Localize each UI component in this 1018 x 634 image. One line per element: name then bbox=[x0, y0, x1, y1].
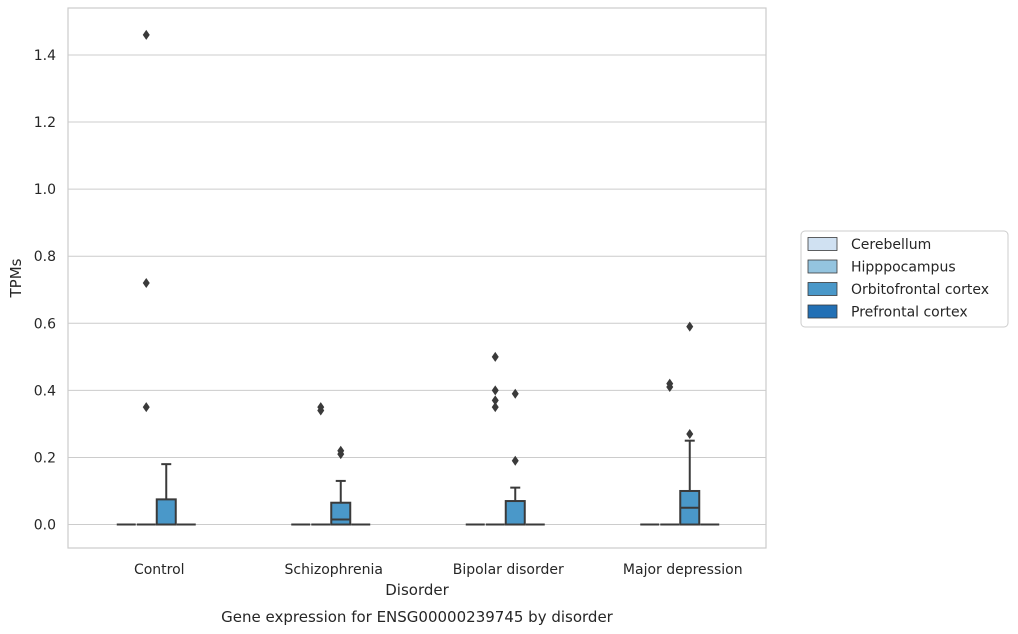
outlier-marker bbox=[491, 385, 499, 396]
x-tick-label: Control bbox=[134, 562, 185, 578]
legend-swatch bbox=[807, 282, 838, 296]
y-axis-label: TPMs bbox=[7, 258, 25, 298]
x-tick-labels: Control Schizophrenia Bipolar disorder Majo… bbox=[134, 562, 743, 578]
legend: Cerebellum Hipppocampus Orbitofrontal cort… bbox=[800, 230, 1009, 328]
outlier-marker bbox=[142, 29, 150, 40]
legend-frame bbox=[800, 230, 1009, 328]
y-tick-label: 0.8 bbox=[34, 249, 56, 265]
y-tick-label: 0.6 bbox=[34, 316, 56, 332]
y-tick-label: 0.4 bbox=[34, 383, 56, 399]
legend-swatch bbox=[807, 237, 838, 251]
outliers bbox=[142, 29, 694, 466]
outlier-marker bbox=[491, 402, 499, 413]
y-tick-label: 1.2 bbox=[34, 115, 56, 131]
legend-label: Cerebellum bbox=[851, 237, 931, 253]
box bbox=[330, 501, 352, 526]
boxes bbox=[116, 439, 720, 526]
outlier-marker bbox=[337, 449, 345, 460]
outlier-marker bbox=[317, 405, 325, 416]
plot-frame bbox=[67, 7, 767, 549]
y-tick-label: 1.4 bbox=[34, 48, 56, 64]
outlier-marker bbox=[491, 395, 499, 406]
legend-swatch bbox=[807, 259, 838, 274]
outlier-marker bbox=[511, 455, 519, 466]
x-tick-label: Schizophrenia bbox=[285, 562, 383, 578]
legend-label: Prefrontal cortex bbox=[851, 305, 968, 321]
legend-label: Hipppocampus bbox=[851, 260, 956, 276]
y-tick-label: 1.0 bbox=[34, 182, 56, 198]
box bbox=[504, 500, 526, 526]
box bbox=[155, 498, 177, 526]
outlier-marker bbox=[142, 278, 150, 289]
gridlines bbox=[68, 54, 766, 526]
x-tick-label: Major depression bbox=[623, 562, 743, 578]
y-tick-label: 0.0 bbox=[34, 518, 56, 534]
y-tick-labels: 0.0 0.2 0.4 0.6 0.8 1.0 1.2 1.4 bbox=[34, 48, 56, 534]
legend-swatch bbox=[807, 304, 838, 319]
outlier-marker bbox=[686, 428, 694, 439]
outlier-marker bbox=[666, 382, 674, 393]
x-tick-label: Bipolar disorder bbox=[453, 562, 564, 578]
y-tick-label: 0.2 bbox=[34, 450, 56, 466]
outlier-marker bbox=[686, 321, 694, 332]
legend-label: Orbitofrontal cortex bbox=[851, 282, 989, 298]
outlier-marker bbox=[511, 388, 519, 399]
x-axis-label: Disorder bbox=[385, 581, 449, 599]
outlier-marker bbox=[491, 351, 499, 362]
outlier-marker bbox=[142, 402, 150, 413]
chart-caption: Gene expression for ENSG00000239745 by d… bbox=[221, 608, 614, 626]
